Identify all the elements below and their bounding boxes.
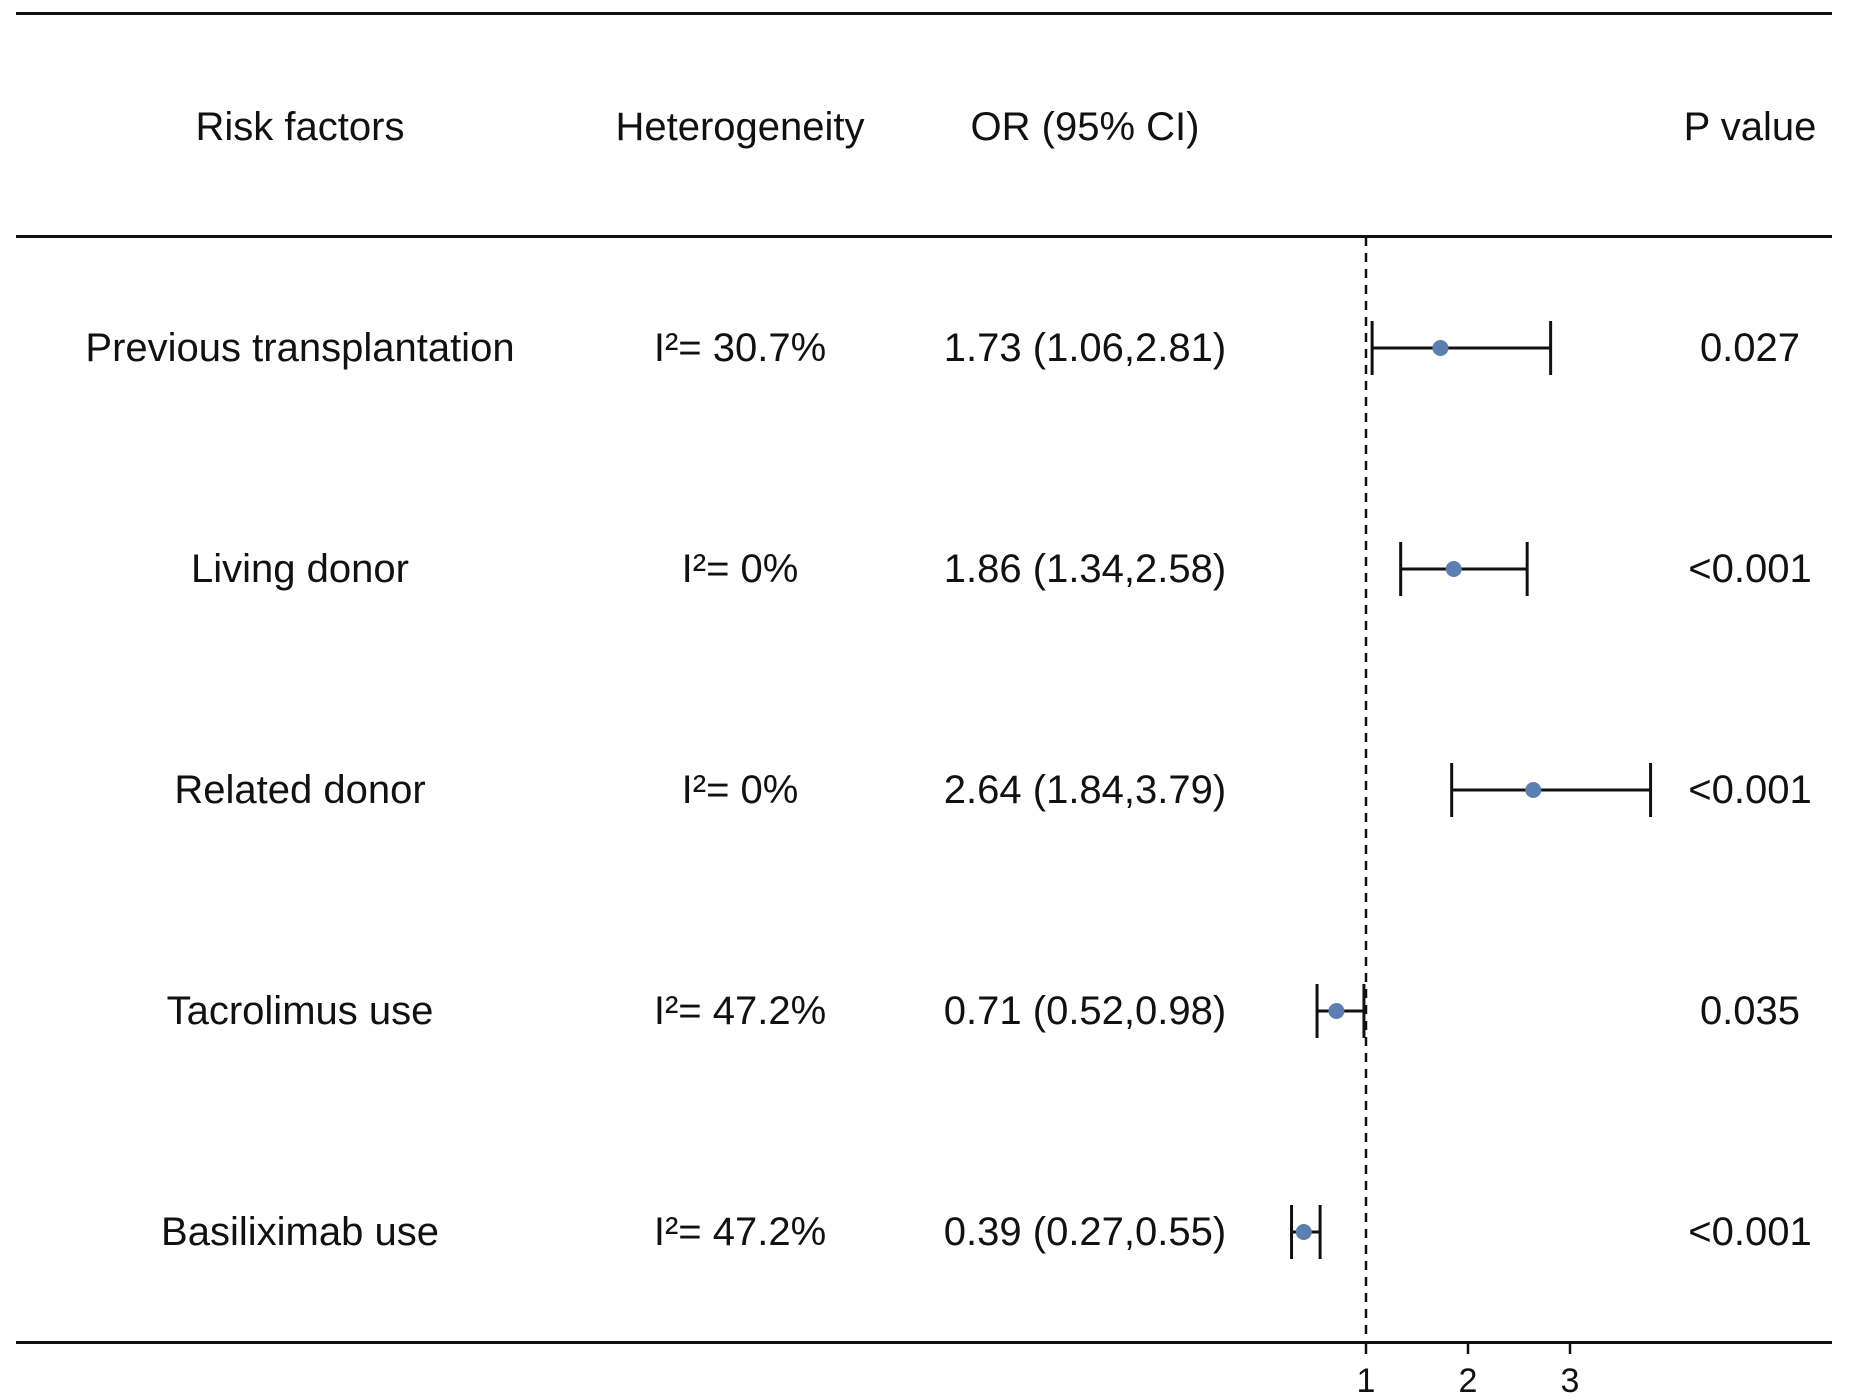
row-or-ci: 0.39 (0.27,0.55) <box>943 1210 1227 1254</box>
row-factor: Living donor <box>191 547 409 591</box>
x-tick-label: 2 <box>1459 1362 1478 1400</box>
x-tick-label: 1 <box>1357 1362 1376 1400</box>
x-tick-label: 3 <box>1561 1362 1580 1400</box>
row-p-value: 0.027 <box>1699 326 1801 370</box>
header-p-value: P value <box>1683 105 1817 149</box>
or-point <box>1328 1003 1345 1019</box>
bottom-rule <box>16 1341 1832 1344</box>
or-point <box>1432 340 1449 356</box>
row-or-ci: 1.86 (1.34,2.58) <box>943 547 1227 591</box>
row-heterogeneity: I²= 47.2% <box>653 1210 827 1254</box>
row-or-ci: 2.64 (1.84,3.79) <box>943 768 1227 812</box>
row-p-value: 0.035 <box>1699 989 1801 1033</box>
row-factor: Related donor <box>174 768 426 812</box>
row-or-ci: 0.71 (0.52,0.98) <box>943 989 1227 1033</box>
row-p-value: <0.001 <box>1688 1210 1812 1254</box>
header-or-ci: OR (95% CI) <box>970 105 1200 149</box>
row-or-ci: 1.73 (1.06,2.81) <box>943 326 1227 370</box>
header-heterogeneity: Heterogeneity <box>615 105 865 149</box>
header-risk-factors: Risk factors <box>195 105 405 149</box>
or-point <box>1525 782 1542 798</box>
row-heterogeneity: I²= 30.7% <box>653 326 827 370</box>
row-heterogeneity: I²= 47.2% <box>653 989 827 1033</box>
row-heterogeneity: I²= 0% <box>681 768 799 812</box>
row-p-value: <0.001 <box>1688 547 1812 591</box>
or-point <box>1295 1224 1312 1240</box>
row-factor: Previous transplantation <box>85 326 515 370</box>
row-p-value: <0.001 <box>1688 768 1812 812</box>
top-rule <box>16 12 1832 15</box>
row-factor: Basiliximab use <box>161 1210 439 1254</box>
row-heterogeneity: I²= 0% <box>681 547 799 591</box>
or-point <box>1445 561 1462 577</box>
row-factor: Tacrolimus use <box>166 989 434 1033</box>
header-rule <box>16 235 1832 238</box>
